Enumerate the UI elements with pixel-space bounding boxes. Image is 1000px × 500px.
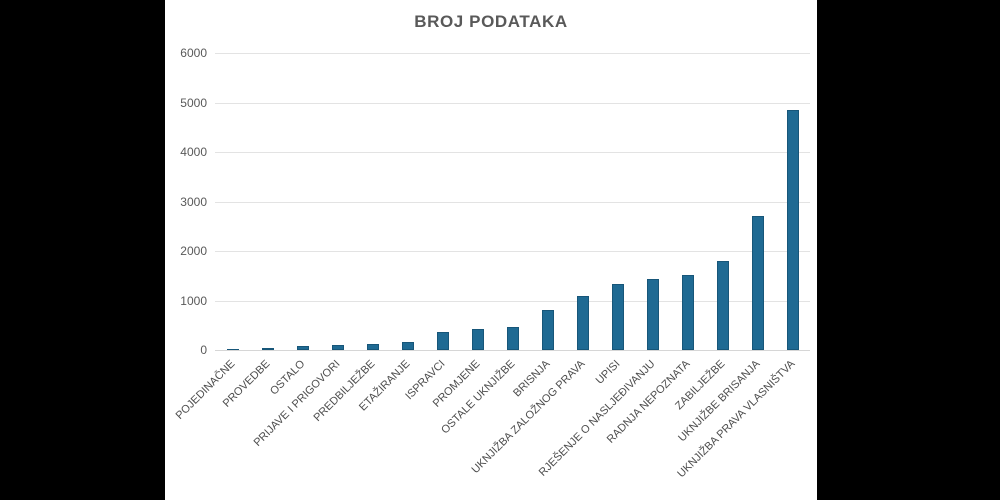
x-tick-label-10: UKNJIŽBA ZALOŽNOG PRAVA <box>469 358 587 476</box>
x-tick-label-13: RADNJA NEPOZNATA <box>604 358 692 446</box>
y-tick-label-1000: 1000 <box>180 293 207 308</box>
bar-ispravci <box>436 331 449 350</box>
y-tick-label-6000: 6000 <box>180 46 207 60</box>
gridline-5000 <box>215 102 810 104</box>
bar-ostalo <box>296 346 309 350</box>
bar-radnja-nepoznata <box>681 275 694 350</box>
x-tick-label-6: ISPRAVCI <box>402 358 447 403</box>
bar-zabilje-be <box>716 260 729 350</box>
x-tick-label-9: BRISNJA <box>510 358 552 400</box>
x-tick-label-0: POJEDINAČNE <box>173 358 237 422</box>
chart-title: BROJ PODATAKA <box>414 12 568 31</box>
y-tick-label-4000: 4000 <box>180 145 207 159</box>
x-tick-label-15: UKNJIŽBE BRISANJA <box>675 358 762 445</box>
gridline-0 <box>215 350 810 351</box>
bar-prijave-i-prigovori <box>331 345 344 350</box>
x-tick-label-14: ZABILJEŽBE <box>672 358 727 413</box>
bar-eta-iranje <box>401 342 414 350</box>
gridline-3000 <box>215 201 810 203</box>
plot-area <box>215 53 810 351</box>
bar-pojedina-ne <box>226 349 239 350</box>
x-tick-label-1: PROVEDBE <box>220 358 272 410</box>
bar-rje-enje-o-naslje-ivanju <box>646 279 659 350</box>
bar-predbilje-be <box>366 343 379 350</box>
x-tick-label-5: ETAŽIRANJE <box>356 358 412 414</box>
bar-uknji-ba-prava-vlasni-tva <box>786 109 799 350</box>
bar-promjene <box>471 329 484 350</box>
gridline-2000 <box>215 251 810 252</box>
x-tick-label-12: RJEŠENJE O NASLJEĐIVANJU <box>536 358 657 479</box>
x-tick-label-8: OSTALE UKNJIŽBE <box>438 358 517 437</box>
bar-ostale-uknji-be <box>506 327 519 350</box>
gridline-6000 <box>215 53 810 54</box>
y-tick-label-2000: 2000 <box>180 244 207 258</box>
x-tick-label-7: PROMJENE <box>430 358 482 410</box>
gridline-4000 <box>215 152 810 153</box>
bar-provedbe <box>261 347 274 350</box>
x-tick-label-16: UKNJIŽBA PRAVA VLASNIŠTVA <box>674 358 797 481</box>
x-tick-label-11: UPISI <box>593 358 622 387</box>
bar-uknji-ba-zalo-nog-prava <box>576 295 589 350</box>
gridline-1000 <box>215 300 810 302</box>
chart-canvas: BROJ PODATAKA 0 1000 2000 3000 4000 5000 6000 … <box>165 0 817 500</box>
x-tick-label-3: PRIJAVE I PRIGOVORI <box>251 358 342 449</box>
x-tick-label-2: OSTALO <box>267 358 307 398</box>
y-tick-label-5000: 5000 <box>180 95 207 110</box>
x-tick-label-4: PREDBILJEŽBE <box>311 358 377 424</box>
bar-brisnja <box>541 310 554 350</box>
bar-upisi <box>611 284 624 350</box>
bar-uknji-be-brisanja <box>751 216 764 350</box>
y-tick-label-0: 0 <box>200 343 207 357</box>
y-tick-label-3000: 3000 <box>180 194 207 209</box>
